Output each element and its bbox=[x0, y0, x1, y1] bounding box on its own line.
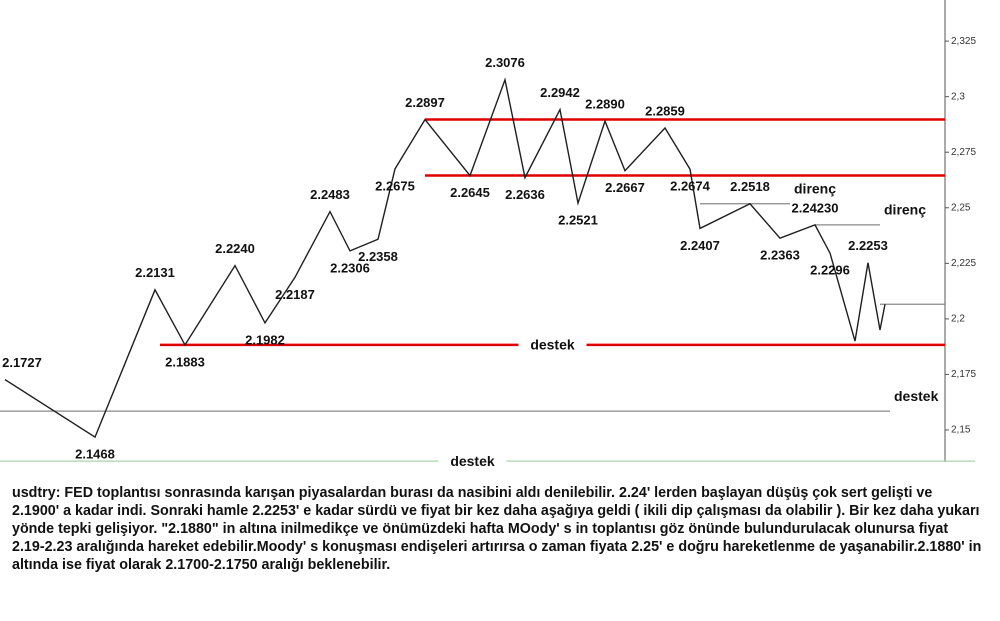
data-label: 2.2667 bbox=[605, 180, 645, 195]
data-label: 2.2407 bbox=[680, 238, 720, 253]
data-label: 2.2645 bbox=[450, 185, 490, 200]
data-label: 2.2131 bbox=[135, 265, 175, 280]
y-tick-label: 2,15 bbox=[951, 425, 971, 436]
data-label: 2.2859 bbox=[645, 103, 685, 118]
level-label-bg bbox=[518, 334, 587, 355]
level-label: direnç bbox=[794, 180, 836, 196]
y-tick-label: 2,2 bbox=[951, 314, 965, 325]
data-label: 2.1883 bbox=[165, 354, 205, 369]
data-label: 2.2358 bbox=[358, 249, 398, 264]
level-label: destek bbox=[894, 388, 939, 404]
price-line bbox=[4, 77, 886, 439]
data-label: 2.2636 bbox=[505, 187, 545, 202]
data-label: 2.1982 bbox=[245, 332, 285, 347]
data-label: 2.1727 bbox=[2, 355, 42, 370]
level-label: destek bbox=[530, 337, 575, 353]
data-label: 2.2521 bbox=[558, 213, 598, 228]
data-label: 2.2942 bbox=[540, 85, 580, 100]
y-tick-label: 2,325 bbox=[951, 36, 976, 47]
data-label: 2.2296 bbox=[810, 263, 850, 278]
y-tick-label: 2,225 bbox=[951, 258, 976, 269]
data-label: 2.2240 bbox=[215, 241, 255, 256]
data-label: 2.3076 bbox=[485, 55, 525, 70]
y-tick-label: 2,25 bbox=[951, 202, 971, 213]
level-label: direnç bbox=[884, 202, 926, 218]
data-label: 2.2363 bbox=[760, 248, 800, 263]
chart: 2,15 2,175 2,2 2,225 2,25 2,275 2,3 2,325 destek… bbox=[0, 0, 977, 472]
level-label-bg bbox=[438, 451, 507, 472]
data-label: 2.2518 bbox=[730, 179, 770, 194]
data-label: 2.2890 bbox=[585, 97, 625, 112]
data-label: 2.24230 bbox=[792, 200, 839, 215]
data-label: 2.2253 bbox=[848, 238, 888, 253]
description: usdtry: FED toplantısı sonrasında karışa… bbox=[12, 485, 982, 573]
data-label: 2.2897 bbox=[405, 95, 445, 110]
data-label: 2.2483 bbox=[310, 187, 350, 202]
data-label: 2.2306 bbox=[330, 260, 370, 275]
data-label: 2.2187 bbox=[275, 287, 315, 302]
data-label: 2.2674 bbox=[670, 179, 711, 194]
y-tick-label: 2,275 bbox=[951, 147, 976, 158]
data-label: 2.2675 bbox=[375, 178, 415, 193]
level-label: destek bbox=[450, 453, 495, 469]
y-tick-label: 2,175 bbox=[951, 369, 976, 380]
y-tick-label: 2,3 bbox=[951, 91, 965, 102]
data-label: 2.1468 bbox=[75, 447, 115, 462]
